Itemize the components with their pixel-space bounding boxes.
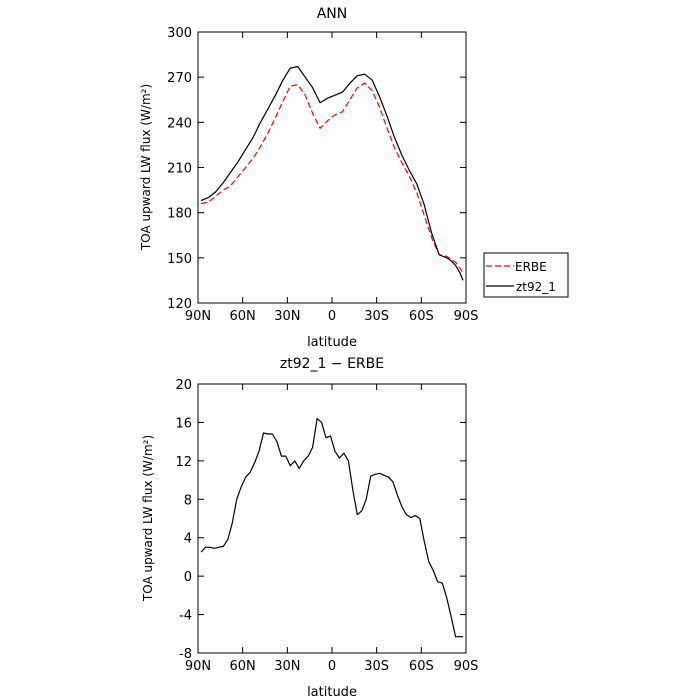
x-tick-label-90s: 90S	[454, 309, 479, 324]
y-tick-label-270: 270	[167, 71, 192, 86]
x-tick-label-60s: 60S	[409, 309, 434, 324]
x-tick-label-0: 0	[328, 659, 336, 674]
y-ticks: 120 150 180 210 240 270 300	[167, 26, 466, 312]
y-tick-label-0: 0	[184, 570, 192, 585]
panel-annual-flux: ANN 90N 60N 30N 0 30S 60S 90S 120 150 180 210 240 2…	[139, 6, 569, 350]
y-tick-label-240: 240	[167, 116, 192, 131]
x-ticks: 90N 60N 30N 0 30S 60S 90S	[185, 32, 479, 324]
marks-layer	[200, 418, 463, 638]
marks-layer	[200, 65, 464, 281]
chart-title: zt92_1 − ERBE	[280, 356, 384, 372]
x-ticks: 90N 60N 30N 0 30S 60S 90S	[185, 384, 479, 674]
x-tick-label-30n: 30N	[274, 309, 300, 324]
y-tick-label-4: -4	[179, 609, 192, 624]
legend: ERBE zt92_1	[483, 252, 569, 298]
x-tick-label-60n: 60N	[230, 659, 256, 674]
x-tick-label-30n: 30N	[274, 659, 300, 674]
x-tick-label-60s: 60S	[409, 659, 434, 674]
y-tick-label-20: 20	[175, 378, 192, 393]
y-tick-label-180: 180	[167, 207, 192, 222]
y-tick-label-16: 16	[175, 416, 192, 431]
y-tick-label-8: -8	[179, 647, 192, 662]
y-axis-label: TOA upward LW flux (W/m²)	[139, 84, 153, 251]
x-tick-label-60n: 60N	[230, 309, 256, 324]
y-tick-label-210: 210	[167, 162, 192, 177]
series-line-zt92-1	[200, 65, 464, 281]
x-tick-label-90n: 90N	[185, 309, 211, 324]
x-tick-label-90n: 90N	[185, 659, 211, 674]
y-tick-label-150: 150	[167, 252, 192, 267]
y-tick-label-300: 300	[167, 26, 192, 41]
legend-label-erbe: ERBE	[515, 260, 547, 274]
legend-box	[483, 252, 569, 298]
series-line-difference	[200, 418, 463, 638]
y-tick-label-4: 4	[184, 532, 192, 547]
y-tick-label-12: 12	[175, 455, 192, 470]
x-tick-label-0: 0	[328, 309, 336, 324]
x-tick-label-90s: 90S	[454, 659, 479, 674]
x-axis-label: latitude	[307, 685, 357, 700]
chart-title: ANN	[317, 6, 348, 22]
x-axis-label: latitude	[307, 335, 357, 350]
y-axis-label: TOA upward LW flux (W/m²)	[141, 435, 155, 602]
legend-label-zt92: zt92_1	[516, 280, 556, 294]
x-tick-label-30s: 30S	[364, 659, 389, 674]
y-tick-label-8: 8	[184, 493, 192, 508]
panel-difference: zt92_1 − ERBE 90N 60N 30N 0 30S 60S 90S -8 -4 0 4…	[141, 356, 478, 700]
y-ticks: -8 -4 0 4 8 12 16 20	[175, 378, 466, 662]
y-tick-label-120: 120	[167, 297, 192, 312]
x-tick-label-30s: 30S	[364, 309, 389, 324]
